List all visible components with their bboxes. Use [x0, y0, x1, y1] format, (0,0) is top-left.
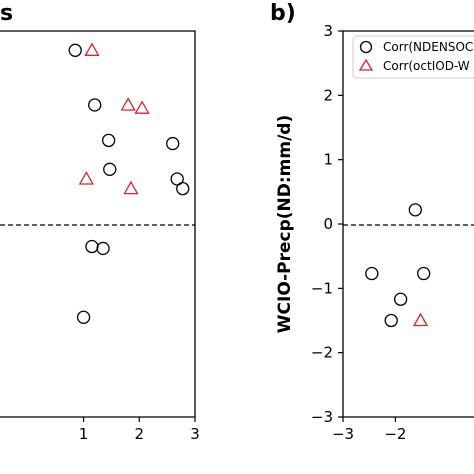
- panel-a-circle-point: [101, 133, 116, 148]
- legend-label-1: Corr(octIOD-W: [383, 59, 470, 73]
- panel-a-circle-point: [176, 181, 190, 196]
- legend-label-0: Corr(NDENSOC: [383, 40, 473, 54]
- panel-a-x-tick-label: 3: [190, 425, 200, 443]
- panel-b-legend: Corr(NDENSOC Corr(octIOD-W: [352, 35, 474, 79]
- panel-b-x-tick-label: −2: [384, 425, 406, 443]
- panel-b-y-axis-title: WCIO-Precp(ND:mm/d): [275, 115, 295, 333]
- panel-a-marks: [68, 42, 190, 324]
- panel-a-circle-point: [68, 43, 82, 57]
- panel-b-y-tick-label: −3: [311, 408, 333, 426]
- panel-a: s 1 2 3: [0, 1, 200, 443]
- panel-a-triangle-point: [134, 100, 150, 114]
- panel-b-x-axis: −3 −2: [332, 417, 406, 443]
- panel-b-axes-frame: [342, 30, 474, 418]
- panel-b-label: b): [270, 1, 296, 26]
- panel-a-triangle-point: [78, 171, 94, 185]
- panel-b-circle-point: [408, 203, 422, 217]
- panel-b-y-tick-label: 3: [323, 22, 333, 40]
- panel-a-circle-point: [76, 310, 91, 324]
- panel-a-x-tick-label: 2: [135, 425, 145, 443]
- panel-b-y-tick-label: 1: [323, 151, 333, 169]
- panel-a-circle-point: [96, 241, 110, 256]
- panel-a-triangle-point: [84, 42, 100, 56]
- panel-b-circle-point: [417, 266, 431, 281]
- legend-marker-circle: [359, 40, 373, 54]
- panel-a-axes-frame: [0, 30, 196, 418]
- panel-a-circle-point: [166, 136, 180, 151]
- panel-b-triangle-point: [412, 312, 429, 327]
- panel-a-circle-point: [88, 98, 102, 112]
- panel-b: b) WCIO-Precp(ND:mm/d) −3 −2 −1 0 1 2 3 −3 −2 C…: [270, 1, 474, 443]
- panel-b-x-tick-label: −3: [332, 425, 354, 443]
- panel-b-y-tick-label: −1: [311, 279, 333, 297]
- panel-a-x-axis: 1 2 3: [79, 417, 200, 443]
- panel-b-y-tick-label: 2: [323, 86, 333, 104]
- panel-a-triangle-point: [123, 180, 139, 195]
- panel-a-circle-point: [170, 172, 184, 186]
- panel-a-circle-point: [85, 239, 99, 254]
- panel-b-y-axis: −3 −2 −1 0 1 2 3: [311, 22, 343, 426]
- panel-b-marks: [365, 203, 431, 328]
- panel-b-circle-point: [393, 292, 408, 306]
- legend-marker-triangle: [358, 58, 374, 71]
- panel-a-circle-point: [103, 162, 117, 176]
- panel-a-triangle-point: [120, 97, 136, 111]
- panel-b-circle-point: [384, 313, 398, 328]
- panel-a-label: s: [0, 1, 13, 26]
- panel-a-x-tick-label: 1: [79, 425, 89, 443]
- panel-b-y-tick-label: 0: [323, 215, 333, 233]
- legend-box: [352, 35, 474, 79]
- panel-b-y-tick-label: −2: [311, 344, 333, 362]
- panel-b-circle-point: [365, 266, 379, 281]
